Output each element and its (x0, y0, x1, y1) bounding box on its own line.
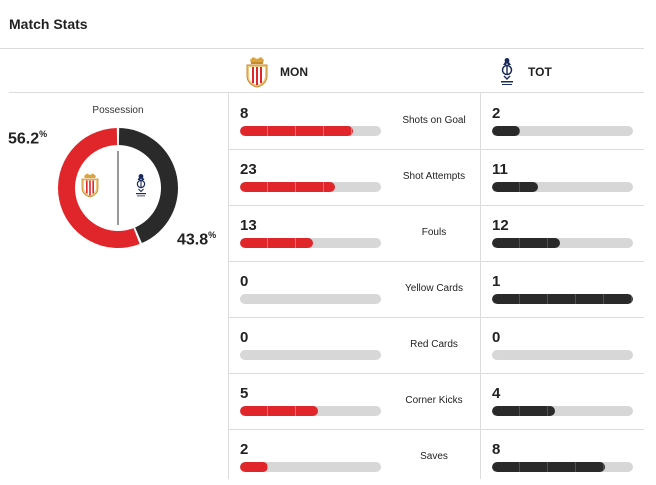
home-stat-value: 13 (240, 217, 257, 234)
away-stat-value: 12 (492, 217, 509, 234)
home-stat-bar-fill (240, 238, 314, 248)
header-divider (9, 92, 644, 93)
away-stat-value: 2 (492, 105, 501, 122)
row-divider (228, 205, 644, 206)
row-divider (228, 373, 644, 374)
away-stat-bar-fill (492, 238, 560, 248)
possession-divider (228, 93, 229, 479)
stat-label: Red Cards (410, 339, 458, 350)
home-stat-bar (240, 182, 381, 192)
possession-panel: Possession 56.2% 43.8% (0, 93, 228, 479)
away-stat-value: 0 (492, 329, 501, 346)
row-divider (228, 429, 644, 430)
home-stat-bar-fill (240, 182, 336, 192)
stat-label: Shot Attempts (402, 171, 466, 182)
stat-label: Corner Kicks (405, 395, 463, 406)
away-stat-bar (492, 238, 633, 248)
tottenham-crest-icon (501, 58, 513, 85)
home-stat-bar-fill (240, 126, 353, 136)
stat-label: Shots on Goal (402, 115, 466, 126)
away-stat-bar-fill (492, 406, 555, 416)
away-stat-bar-fill (492, 182, 538, 192)
away-stat-bar (492, 350, 633, 360)
away-stat-bar (492, 406, 633, 416)
home-stat-bar (240, 350, 381, 360)
away-stat-bar (492, 182, 633, 192)
stat-row: 23 Shot Attempts 11 (228, 149, 644, 205)
away-stat-value: 1 (492, 273, 501, 290)
away-stat-value: 8 (492, 441, 501, 458)
stat-row: 2 Saves 8 (228, 429, 644, 485)
home-stat-bar-fill (240, 406, 319, 416)
away-possession-arc (118, 128, 179, 244)
stat-row: 13 Fouls 12 (228, 205, 644, 261)
possession-label: Possession (92, 105, 144, 116)
stat-row: 5 Corner Kicks 4 (228, 373, 644, 429)
away-stat-bar (492, 462, 633, 472)
stat-label: Fouls (421, 227, 447, 238)
home-stat-bar (240, 126, 381, 136)
home-stat-bar (240, 238, 381, 248)
home-possession-arc (58, 128, 140, 248)
home-stat-value: 5 (240, 385, 249, 402)
row-divider (228, 149, 644, 150)
away-stat-bar-fill (492, 126, 521, 136)
donut-monaco-crest-icon (81, 173, 99, 198)
home-team-header: MON (244, 54, 308, 90)
donut-tottenham-crest-icon (136, 174, 146, 197)
home-stat-bar (240, 294, 381, 304)
away-team-header: TOT (496, 54, 552, 90)
home-stat-value: 0 (240, 273, 249, 290)
match-stats-header: Match Stats (0, 0, 644, 49)
away-stat-bar-fill (492, 462, 605, 472)
row-divider (228, 317, 644, 318)
stat-label: Yellow Cards (405, 283, 463, 294)
stat-label: Saves (420, 451, 448, 462)
stat-row: 0 Yellow Cards 1 (228, 261, 644, 317)
row-divider (228, 261, 644, 262)
away-stat-value: 11 (492, 161, 508, 178)
stat-row: 0 Red Cards 0 (228, 317, 644, 373)
possession-donut-chart (58, 128, 179, 248)
away-team-abbr: TOT (528, 65, 552, 79)
home-stat-value: 23 (240, 161, 257, 178)
home-stat-bar-fill (240, 462, 269, 472)
away-possession-pct: 43.8% (177, 230, 217, 249)
away-stat-bar (492, 294, 633, 304)
away-column-divider (480, 93, 481, 479)
away-stat-bar-fill (492, 294, 633, 304)
home-stat-bar (240, 406, 381, 416)
home-stat-value: 0 (240, 329, 249, 346)
home-team-abbr: MON (280, 65, 308, 79)
stat-row: 8 Shots on Goal 2 (228, 93, 644, 149)
home-stat-value: 8 (240, 105, 249, 122)
home-possession-pct: 56.2% (8, 129, 48, 148)
monaco-crest-icon (246, 57, 268, 88)
page-title: Match Stats (9, 16, 88, 32)
home-stat-value: 2 (240, 441, 249, 458)
away-stat-value: 4 (492, 385, 501, 402)
away-stat-bar (492, 126, 633, 136)
home-stat-bar (240, 462, 381, 472)
